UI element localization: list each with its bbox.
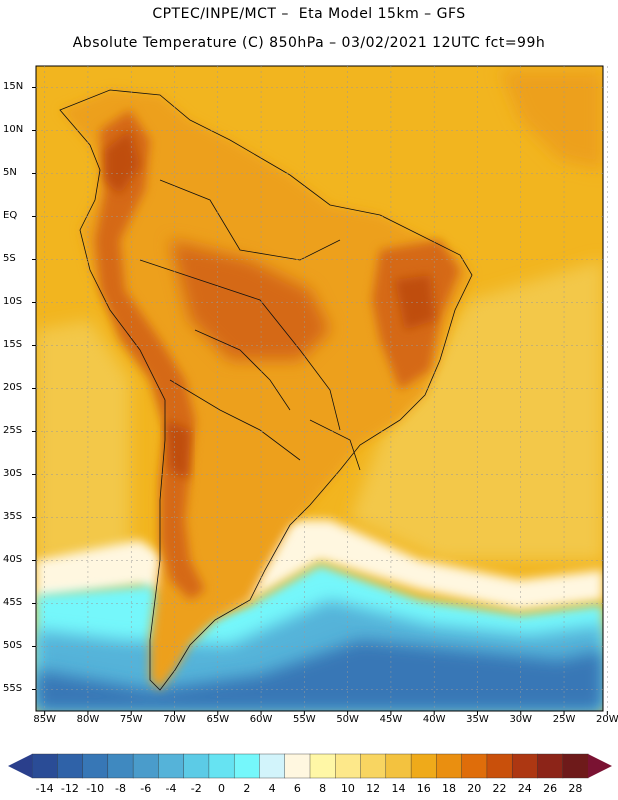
colorbar-under-arrow — [8, 754, 32, 778]
andes-high-terrain — [95, 110, 205, 600]
lat-label: 5S — [3, 252, 16, 264]
colorbar-swatch — [31, 753, 58, 779]
colorbar-swatch — [259, 753, 286, 779]
colorbar-label: -8 — [114, 782, 126, 795]
colorbar-swatch — [107, 753, 134, 779]
lat-label: 25S — [3, 424, 23, 436]
lat-label: 40S — [3, 553, 23, 565]
colorbar-label: 24 — [517, 782, 532, 795]
colorbar-label: 10 — [340, 782, 355, 795]
lon-label: 30W — [509, 714, 533, 725]
lat-label: 15S — [3, 338, 23, 350]
colorbar-swatch — [132, 753, 159, 779]
colorbar-swatch — [82, 753, 109, 779]
colorbar-label: -10 — [86, 782, 105, 795]
lat-label: EQ — [3, 209, 18, 221]
lat-label: 50S — [3, 639, 23, 651]
colorbar-swatch — [385, 753, 412, 779]
colorbar-label: -14 — [35, 782, 54, 795]
lon-label: 40W — [422, 714, 446, 725]
colorbar-label: -2 — [190, 782, 202, 795]
lat-label: 5N — [3, 166, 17, 178]
lon-label: 80W — [76, 714, 100, 725]
chart-title-line2: Absolute Temperature (C) 850hPa – 03/02/… — [72, 35, 546, 51]
colorbar-swatch — [158, 753, 185, 779]
lon-label: 35W — [466, 714, 489, 725]
colorbar-label: 16 — [416, 782, 431, 795]
lat-label: 20S — [3, 381, 23, 393]
lat-label: 10S — [3, 295, 23, 307]
colorbar-swatch — [208, 753, 235, 779]
lon-label: 50W — [336, 714, 359, 725]
colorbar-label: 26 — [543, 782, 558, 795]
cold-deep-band — [36, 640, 603, 711]
north-atlantic-warm-patch — [500, 70, 603, 170]
colorbar-swatch — [562, 753, 589, 779]
colorbar-swatch — [436, 753, 463, 779]
colorbar-label: 4 — [268, 782, 276, 795]
peak-argentina — [165, 420, 190, 480]
lon-label: 25W — [552, 714, 576, 725]
atlantic-warm-band — [350, 260, 603, 560]
colorbar-swatch — [309, 753, 336, 779]
colorbar-label: 8 — [319, 782, 327, 795]
lon-label: 65W — [206, 714, 230, 725]
lon-label: 60W — [249, 714, 273, 725]
peak-brazil-east — [395, 275, 435, 330]
colorbar-swatch — [335, 753, 362, 779]
border-lines — [59, 89, 473, 691]
lon-label: 20W — [596, 714, 618, 725]
colorbar-label: -4 — [165, 782, 177, 795]
lat-label: 35S — [3, 510, 23, 522]
colorbar-swatch — [511, 753, 538, 779]
colorbar — [8, 753, 612, 779]
lon-label: 45W — [379, 714, 403, 725]
lat-label: 55S — [3, 682, 23, 694]
colorbar-label: 20 — [467, 782, 482, 795]
colorbar-swatch — [233, 753, 260, 779]
colorbar-swatch — [410, 753, 437, 779]
colorbar-swatch — [284, 753, 311, 779]
central-warm-patch — [170, 240, 330, 360]
colorbar-label: 18 — [442, 782, 456, 795]
axis-ticks — [32, 87, 608, 715]
lon-label: 55W — [293, 714, 316, 725]
colorbar-over-arrow — [588, 754, 612, 778]
colorbar-swatch — [486, 753, 513, 779]
lon-label: 75W — [119, 714, 143, 725]
colorbar-label: -12 — [60, 782, 79, 795]
colorbar-label: 0 — [218, 782, 226, 795]
colorbar-swatch — [57, 753, 84, 779]
colorbar-label: 12 — [366, 782, 381, 795]
colorbar-label: 28 — [568, 782, 583, 795]
lon-label: 85W — [33, 714, 56, 725]
colorbar-label: 6 — [293, 782, 301, 795]
colorbar-swatch — [183, 753, 210, 779]
colorbar-label: 22 — [492, 782, 507, 795]
lon-label: 70W — [163, 714, 186, 725]
colorbar-label: -6 — [140, 782, 152, 795]
lat-label: 15N — [3, 80, 24, 92]
lat-label: 10N — [3, 123, 24, 135]
colorbar-swatch — [537, 753, 564, 779]
temperature-field — [36, 66, 603, 711]
colorbar-label: 14 — [391, 782, 406, 795]
pacific-warm-band — [36, 320, 130, 560]
colorbar-label: 2 — [243, 782, 251, 795]
colorbar-swatch — [360, 753, 387, 779]
lat-label: 30S — [3, 467, 23, 479]
lat-label: 45S — [3, 596, 23, 608]
chart-title-line1: CPTEC/INPE/MCT – Eta Model 15km – GFS — [152, 6, 466, 22]
colorbar-swatch — [461, 753, 488, 779]
